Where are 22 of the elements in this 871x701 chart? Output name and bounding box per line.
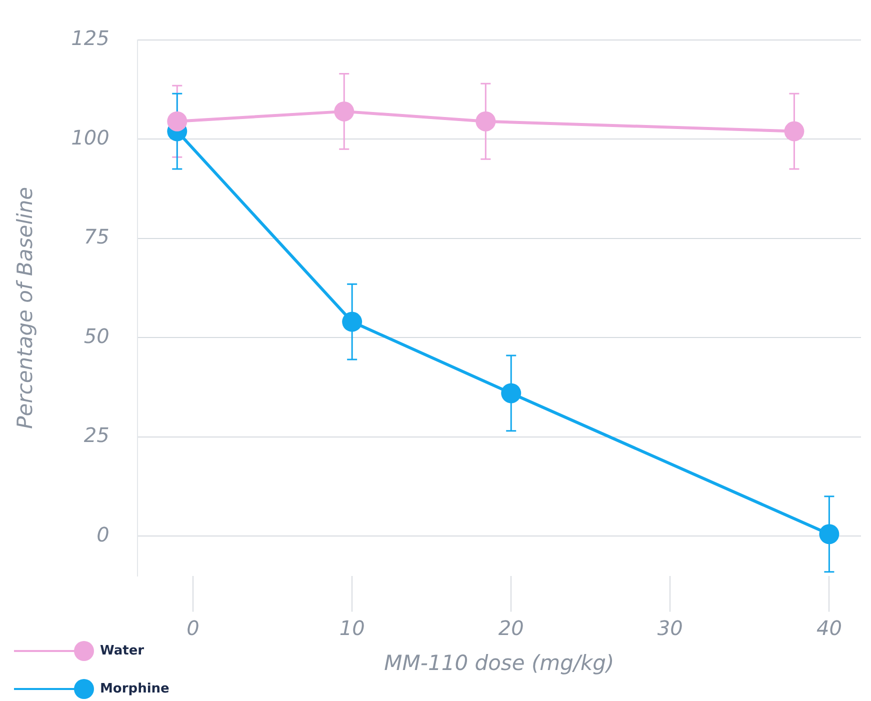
point	[501, 383, 522, 404]
x-axis-title: MM-110 dose (mg/kg)	[384, 650, 614, 675]
point	[334, 101, 354, 122]
y-tick-label: 25	[84, 423, 110, 448]
point	[342, 312, 362, 332]
x-tick-label: 30	[657, 616, 683, 640]
point	[819, 524, 840, 544]
y-tick-label: 100	[71, 125, 110, 150]
point	[784, 121, 804, 142]
point	[476, 111, 496, 132]
x-tick-label: 40	[816, 616, 842, 640]
legend-label: Water	[100, 643, 145, 658]
x-tick-label: 10	[339, 616, 365, 640]
point	[167, 111, 188, 132]
y-tick-label: 0	[96, 522, 110, 546]
x-tick-label: 20	[498, 616, 524, 640]
y-tick-label: 75	[84, 224, 110, 249]
y-axis-title: Percentage of Baseline	[13, 186, 38, 429]
legend-label: Morphine	[100, 681, 170, 696]
y-tick-label: 50	[84, 324, 110, 348]
x-tick-label: 0	[186, 616, 200, 640]
y-tick-label: 125	[71, 26, 110, 50]
